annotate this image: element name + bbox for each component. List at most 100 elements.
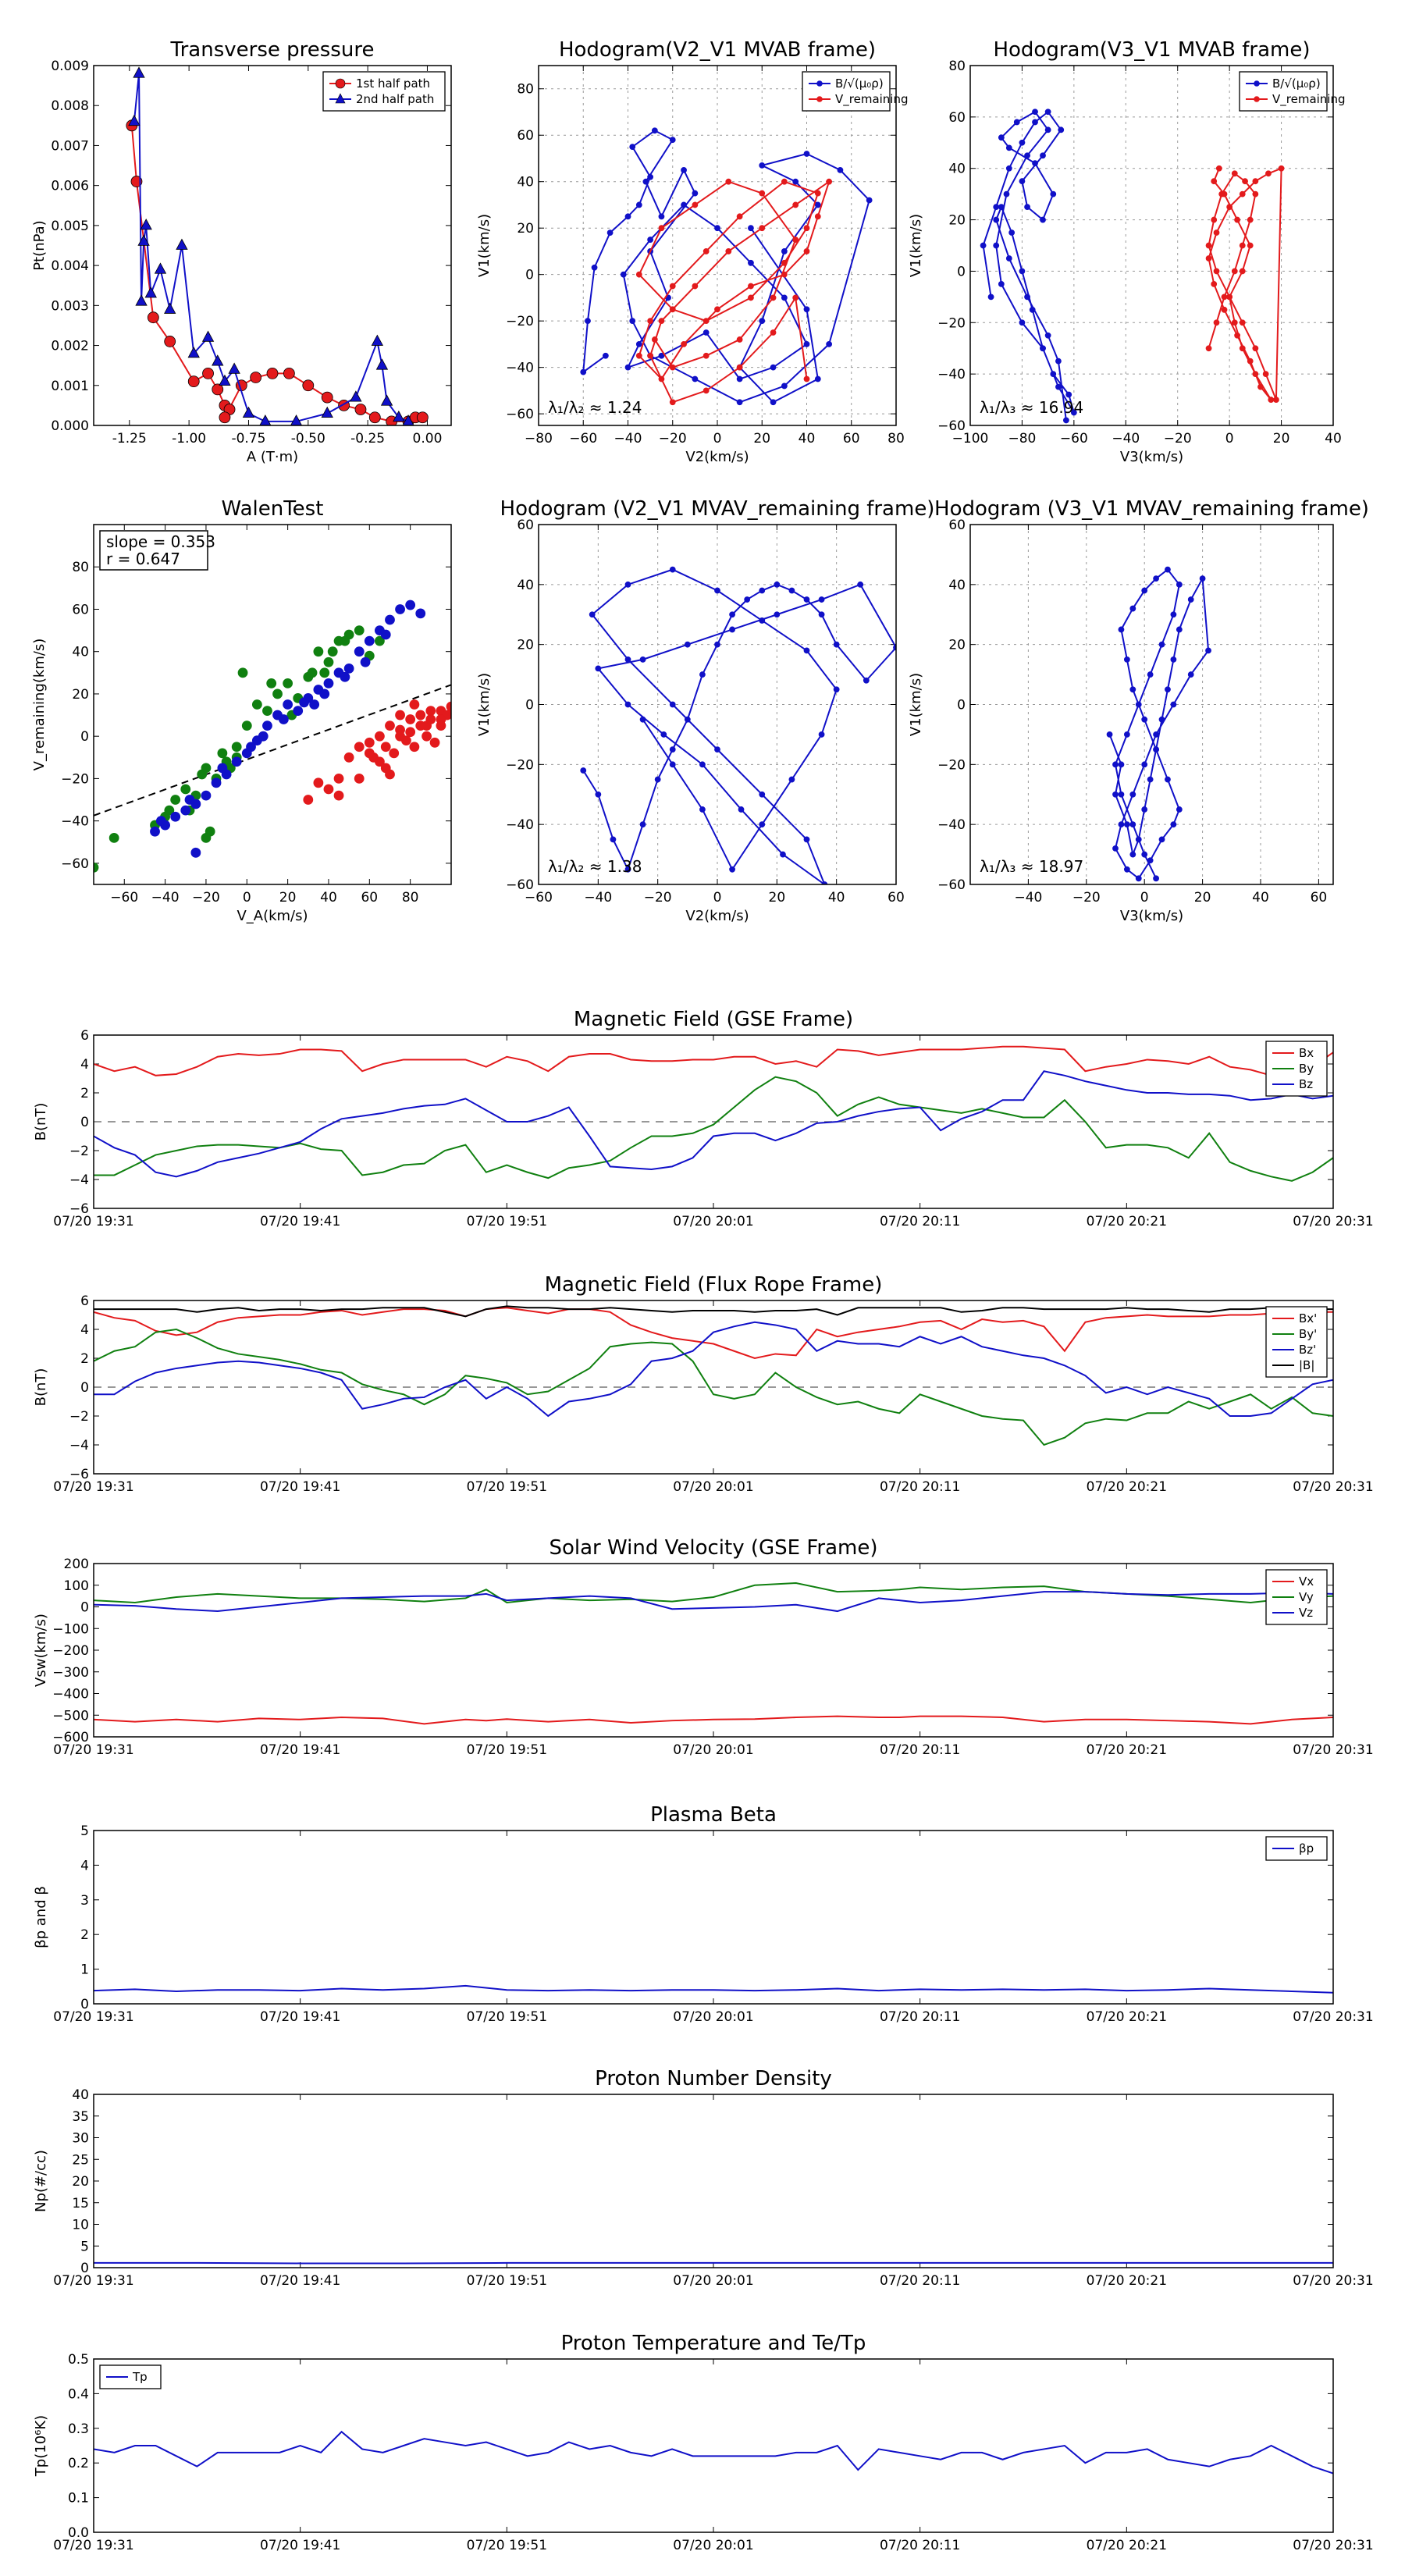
y-tick-label: 20 [72, 687, 89, 703]
eigenvalue-ratio-label: λ₁/λ₃ ≈ 16.94 [980, 398, 1083, 417]
data-point [629, 144, 636, 150]
y-tick-label: 20 [948, 213, 966, 229]
data-point [1153, 746, 1159, 753]
data-point [1029, 306, 1036, 313]
x-tick-label: −100 [952, 431, 989, 447]
data-point [1106, 731, 1113, 738]
data-point [624, 701, 631, 708]
plot-area [580, 127, 873, 406]
data-point [702, 387, 710, 394]
data-point [395, 731, 405, 742]
data-point [781, 382, 788, 390]
data-point [1118, 821, 1125, 828]
data-point [321, 406, 333, 418]
plot-frame [969, 65, 1334, 426]
data-point [814, 190, 821, 197]
x-tick-label: 07/20 19:41 [260, 1742, 340, 1758]
data-point [416, 411, 429, 424]
data-point [250, 372, 262, 383]
y-tick-label: 80 [517, 82, 534, 98]
data-point [699, 806, 706, 813]
x-tick-label: 07/20 19:51 [467, 1214, 547, 1229]
x-tick-label: 07/20 20:01 [673, 1742, 753, 1758]
data-point [258, 731, 269, 742]
series-line-3 [94, 1321, 1333, 1418]
chart-title: Magnetic Field (GSE Frame) [574, 1008, 853, 1031]
y-tick-label: −40 [506, 817, 534, 833]
data-point [635, 271, 642, 278]
x-tick-label: 80 [402, 890, 419, 906]
data-point [1242, 178, 1248, 185]
data-point [415, 710, 426, 720]
x-tick-label: 07/20 20:01 [673, 1479, 753, 1495]
data-point [635, 201, 642, 208]
data-point [1024, 204, 1030, 211]
fit-stats-line: slope = 0.353 [106, 532, 215, 551]
plot-area [94, 1045, 1333, 1182]
data-point [354, 742, 365, 753]
data-point [415, 608, 426, 619]
data-point [385, 769, 395, 780]
data-point [681, 201, 687, 208]
eigenvalue-ratio-label: λ₁/λ₂ ≈ 1.38 [548, 857, 642, 876]
data-point [319, 688, 330, 699]
y-tick-label: 2 [80, 1351, 89, 1367]
y-tick-label: 60 [948, 110, 966, 126]
data-point [1252, 345, 1259, 352]
data-point [1213, 319, 1220, 326]
data-point [647, 173, 654, 180]
y-tick-label: 0.005 [51, 219, 89, 234]
data-point [1019, 139, 1026, 146]
eigenvalue-ratio-label: λ₁/λ₂ ≈ 1.24 [548, 398, 642, 417]
data-point [1262, 371, 1269, 378]
data-point [714, 225, 720, 232]
x-tick-label: 07/20 20:31 [1293, 2538, 1373, 2553]
data-point [211, 777, 222, 788]
y-tick-label: −6 [69, 1467, 89, 1482]
x-tick-label: 07/20 20:11 [880, 2538, 960, 2553]
plot-frame [93, 2358, 1334, 2533]
data-point [231, 742, 242, 753]
data-point [374, 756, 385, 767]
fit-line [94, 684, 451, 817]
data-point [651, 336, 658, 343]
legend-marker [816, 96, 823, 102]
data-point [1231, 319, 1238, 326]
data-point [201, 832, 212, 843]
y-tick-label: 40 [517, 175, 534, 190]
data-point [681, 166, 687, 173]
data-point [1211, 280, 1218, 287]
data-point [409, 699, 420, 710]
series-line-3 [94, 1591, 1333, 1613]
data-point [364, 737, 375, 748]
data-point [780, 851, 786, 858]
x-tick-label: −20 [644, 890, 672, 906]
data-point [658, 213, 665, 220]
chart-title: Transverse pressure [170, 38, 375, 62]
plot-area [94, 1984, 1333, 1994]
x-tick-label: 60 [361, 890, 378, 906]
data-point [770, 294, 777, 301]
data-point [1165, 566, 1171, 573]
series-line-1 [582, 130, 870, 404]
data-point [405, 600, 416, 610]
legend-entry: Vz [1299, 1606, 1313, 1620]
data-point [262, 720, 272, 731]
y-tick-label: −20 [506, 314, 534, 329]
data-point [1141, 761, 1148, 768]
data-point [1257, 383, 1264, 390]
y-axis-label: V1(km/s) [476, 214, 493, 277]
x-tick-label: 07/20 19:41 [260, 1479, 340, 1495]
data-point [313, 646, 324, 657]
data-point [133, 66, 145, 78]
data-point [725, 178, 732, 185]
series-line-2 [94, 1328, 1333, 1446]
chart-title: Hodogram(V2_V1 MVAB frame) [559, 38, 876, 62]
data-point [340, 635, 350, 646]
y-tick-label: 6 [80, 1028, 89, 1044]
data-point [1129, 851, 1136, 858]
data-point [354, 625, 365, 635]
data-point [228, 362, 240, 374]
